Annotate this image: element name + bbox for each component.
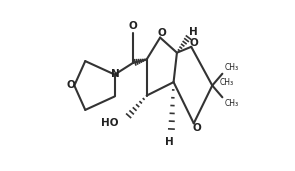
Text: CH₃: CH₃ — [220, 78, 234, 88]
Text: CH₃: CH₃ — [225, 99, 239, 108]
Text: O: O — [67, 81, 76, 90]
Text: O: O — [158, 28, 166, 38]
Text: H: H — [165, 137, 174, 147]
Text: O: O — [129, 21, 137, 31]
Text: O: O — [190, 38, 199, 48]
Text: HO: HO — [101, 117, 118, 128]
Text: O: O — [192, 123, 201, 133]
Text: N: N — [111, 69, 120, 79]
Text: H: H — [189, 27, 198, 37]
Text: CH₃: CH₃ — [225, 63, 239, 72]
